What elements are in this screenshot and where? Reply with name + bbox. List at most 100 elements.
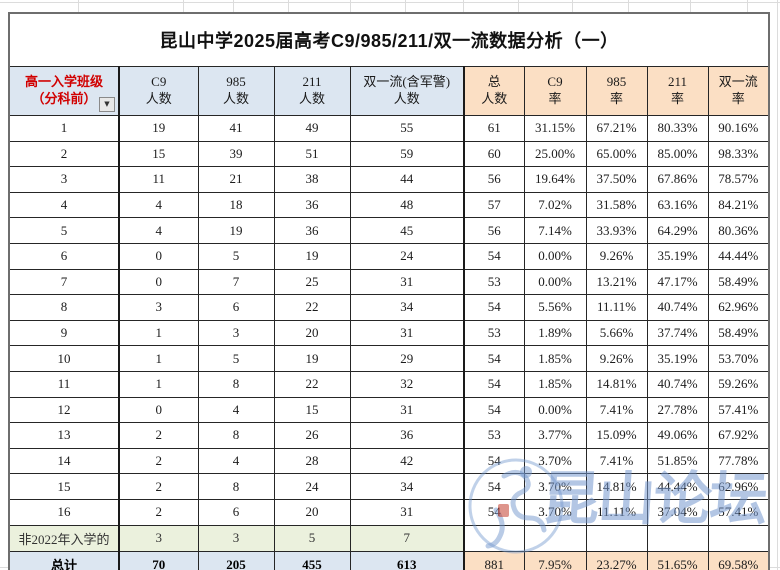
value-cell[interactable]: 5.66% — [585, 319, 648, 347]
value-cell[interactable]: 0 — [118, 242, 199, 270]
value-cell[interactable]: 45 — [349, 217, 465, 244]
value-cell[interactable]: 29 — [349, 345, 465, 372]
value-cell[interactable]: 15 — [118, 140, 199, 168]
value-cell[interactable]: 6 — [197, 294, 275, 321]
value-cell[interactable]: 21 — [197, 166, 275, 193]
value-cell[interactable]: 58.49% — [707, 319, 770, 347]
value-cell[interactable]: 15 — [273, 396, 351, 424]
value-cell[interactable]: 65.00% — [585, 140, 648, 168]
value-cell[interactable]: 2 — [118, 498, 199, 526]
value-cell[interactable]: 5 — [197, 242, 275, 270]
value-cell[interactable]: 14.81% — [585, 473, 648, 500]
value-cell[interactable]: 3.70% — [523, 498, 587, 526]
value-cell[interactable]: 40.74% — [646, 294, 709, 321]
value-cell[interactable]: 23.27% — [585, 550, 648, 570]
value-cell[interactable]: 3 — [118, 294, 199, 321]
value-cell[interactable]: 205 — [197, 550, 275, 570]
value-cell[interactable]: 22 — [273, 294, 351, 321]
value-cell[interactable]: 37.74% — [646, 319, 709, 347]
value-cell[interactable]: 1 — [118, 345, 199, 372]
value-cell[interactable]: 35.19% — [646, 345, 709, 372]
value-cell[interactable]: 49.06% — [646, 422, 709, 449]
value-cell[interactable]: 7.14% — [523, 217, 587, 244]
value-cell[interactable]: 7.95% — [523, 550, 587, 570]
value-cell[interactable]: 3 — [197, 524, 275, 552]
value-cell[interactable]: 15.09% — [585, 422, 648, 449]
value-cell[interactable]: 25 — [273, 268, 351, 296]
page-title[interactable]: 昆山中学2025届高考C9/985/211/双一流数据分析（一） — [8, 12, 770, 67]
value-cell[interactable]: 54 — [463, 294, 525, 321]
value-cell[interactable] — [585, 524, 648, 552]
value-cell[interactable]: 20 — [273, 498, 351, 526]
column-header-double-first-rate[interactable]: 双一流 率 — [707, 66, 770, 116]
value-cell[interactable]: 7 — [349, 524, 465, 552]
value-cell[interactable]: 26 — [273, 422, 351, 449]
value-cell[interactable]: 5 — [197, 345, 275, 372]
value-cell[interactable]: 0.00% — [523, 268, 587, 296]
value-cell[interactable]: 57.41% — [707, 498, 770, 526]
value-cell[interactable]: 0.00% — [523, 242, 587, 270]
value-cell[interactable]: 55 — [349, 115, 465, 142]
value-cell[interactable]: 54 — [463, 242, 525, 270]
column-header-double-first-count[interactable]: 双一流(含军警) 人数 — [349, 66, 465, 116]
value-cell[interactable]: 33.93% — [585, 217, 648, 244]
value-cell[interactable]: 4 — [118, 191, 199, 219]
value-cell[interactable]: 3.70% — [523, 473, 587, 500]
value-cell[interactable]: 69.58% — [707, 550, 770, 570]
value-cell[interactable]: 1 — [118, 370, 199, 398]
value-cell[interactable]: 613 — [349, 550, 465, 570]
value-cell[interactable]: 67.21% — [585, 115, 648, 142]
column-header-c9-count[interactable]: C9 人数 — [118, 66, 199, 116]
value-cell[interactable]: 31 — [349, 396, 465, 424]
value-cell[interactable]: 28 — [273, 447, 351, 475]
value-cell[interactable]: 84.21% — [707, 191, 770, 219]
value-cell[interactable]: 18 — [197, 191, 275, 219]
value-cell[interactable]: 32 — [349, 370, 465, 398]
value-cell[interactable]: 19 — [118, 115, 199, 142]
value-cell[interactable]: 51.85% — [646, 447, 709, 475]
row-label-cell[interactable]: 12 — [8, 396, 120, 424]
value-cell[interactable] — [707, 524, 770, 552]
column-header-211-rate[interactable]: 211 率 — [646, 66, 709, 116]
value-cell[interactable]: 3.70% — [523, 447, 587, 475]
value-cell[interactable]: 60 — [463, 140, 525, 168]
value-cell[interactable]: 455 — [273, 550, 351, 570]
value-cell[interactable]: 7 — [197, 268, 275, 296]
row-label-cell[interactable]: 4 — [8, 191, 120, 219]
value-cell[interactable] — [523, 524, 587, 552]
value-cell[interactable]: 25.00% — [523, 140, 587, 168]
value-cell[interactable]: 70 — [118, 550, 199, 570]
value-cell[interactable]: 7.41% — [585, 396, 648, 424]
value-cell[interactable]: 53 — [463, 268, 525, 296]
value-cell[interactable]: 3 — [118, 524, 199, 552]
value-cell[interactable]: 80.36% — [707, 217, 770, 244]
row-label-cell[interactable]: 13 — [8, 422, 120, 449]
value-cell[interactable]: 31.15% — [523, 115, 587, 142]
value-cell[interactable]: 2 — [118, 422, 199, 449]
row-label-cell[interactable]: 9 — [8, 319, 120, 347]
value-cell[interactable]: 13.21% — [585, 268, 648, 296]
value-cell[interactable]: 2 — [118, 447, 199, 475]
row-label-cell[interactable]: 1 — [8, 115, 120, 142]
value-cell[interactable]: 62.96% — [707, 294, 770, 321]
value-cell[interactable]: 37.50% — [585, 166, 648, 193]
row-label-cell[interactable]: 2 — [8, 140, 120, 168]
value-cell[interactable]: 44 — [349, 166, 465, 193]
row-label-cell[interactable]: 14 — [8, 447, 120, 475]
row-label-cell[interactable]: 15 — [8, 473, 120, 500]
value-cell[interactable]: 36 — [273, 217, 351, 244]
value-cell[interactable] — [463, 524, 525, 552]
value-cell[interactable]: 54 — [463, 473, 525, 500]
value-cell[interactable]: 56 — [463, 166, 525, 193]
value-cell[interactable]: 1 — [118, 319, 199, 347]
value-cell[interactable]: 54 — [463, 447, 525, 475]
value-cell[interactable]: 4 — [197, 396, 275, 424]
value-cell[interactable]: 59 — [349, 140, 465, 168]
value-cell[interactable]: 63.16% — [646, 191, 709, 219]
value-cell[interactable]: 6 — [197, 498, 275, 526]
value-cell[interactable]: 47.17% — [646, 268, 709, 296]
value-cell[interactable]: 19 — [273, 242, 351, 270]
filter-dropdown-button[interactable]: ▼ — [99, 97, 115, 112]
value-cell[interactable]: 41 — [197, 115, 275, 142]
row-label-cell[interactable]: 总计 — [8, 550, 120, 570]
